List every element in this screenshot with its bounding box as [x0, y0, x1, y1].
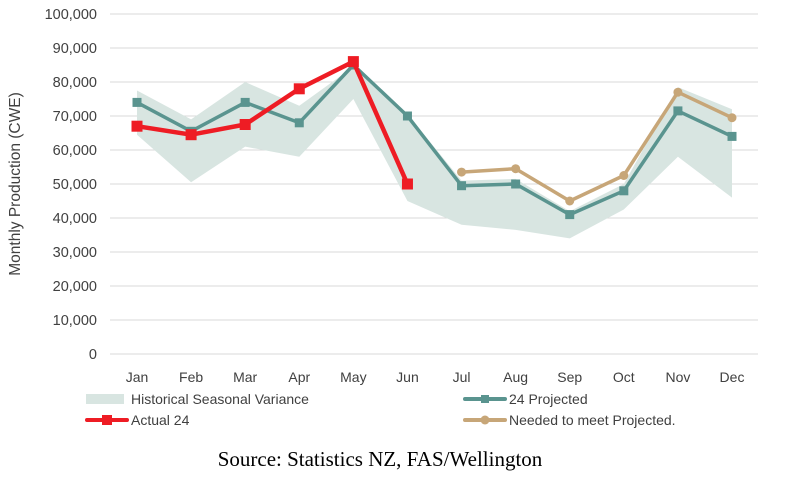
month-label: Oct — [613, 369, 635, 385]
month-label: Feb — [179, 369, 203, 385]
data-point-marker — [565, 196, 575, 206]
data-point-marker — [619, 171, 629, 180]
needed-line-swatch-icon — [463, 415, 507, 425]
y-tick-label: 50,000 — [53, 177, 97, 193]
month-label: Sep — [557, 369, 582, 385]
data-point-marker — [402, 111, 412, 121]
y-tick-label: 70,000 — [53, 109, 97, 125]
data-point-marker — [565, 210, 575, 220]
legend-item-historical-variance: Historical Seasonal Variance — [86, 391, 309, 407]
legend-item-actual-24: Actual 24 — [85, 412, 189, 428]
square-marker-icon — [102, 415, 112, 425]
square-marker-icon — [481, 395, 489, 403]
data-point-marker — [293, 83, 305, 95]
y-tick-label: 30,000 — [53, 245, 97, 261]
actual-24-line — [131, 56, 413, 190]
month-label: Apr — [288, 369, 310, 385]
needed-line — [457, 87, 737, 206]
data-point-marker — [239, 119, 251, 130]
y-axis-tick-labels: 0 10,000 20,000 30,000 40,000 50,000 60,000 70,… — [45, 7, 97, 363]
data-point-marker — [132, 97, 142, 107]
data-point-marker — [673, 106, 683, 116]
month-label: Mar — [233, 369, 257, 385]
y-tick-label: 90,000 — [53, 41, 97, 57]
data-point-marker — [511, 164, 521, 174]
data-point-marker — [457, 167, 467, 177]
y-tick-label: 20,000 — [53, 279, 97, 295]
data-point-marker — [673, 87, 683, 97]
month-label: May — [340, 369, 366, 385]
data-point-marker — [457, 181, 467, 191]
legend-label-24-projected: 24 Projected — [509, 391, 588, 407]
legend-item-needed-to-meet: Needed to meet Projected. — [463, 412, 676, 428]
legend-item-24-projected: 24 Projected — [463, 391, 588, 407]
month-label: Jun — [396, 369, 419, 385]
band-swatch-icon — [86, 394, 124, 404]
data-point-marker — [347, 56, 359, 68]
y-tick-label: 80,000 — [53, 75, 97, 91]
projected-line-swatch-icon — [463, 395, 507, 403]
month-label: Jul — [453, 369, 471, 385]
legend-label-actual-24: Actual 24 — [131, 412, 190, 428]
month-label: Dec — [720, 369, 745, 385]
y-tick-label: 60,000 — [53, 143, 97, 159]
data-point-marker — [511, 179, 521, 189]
production-chart: 0 10,000 20,000 30,000 40,000 50,000 60,000 70,… — [7, 7, 758, 385]
data-point-marker — [131, 120, 143, 132]
data-point-marker — [401, 178, 413, 190]
data-point-marker — [185, 129, 197, 141]
legend-label-historical-variance: Historical Seasonal Variance — [131, 391, 309, 407]
y-tick-label: 10,000 — [53, 313, 97, 329]
data-point-marker — [727, 113, 737, 123]
data-point-marker — [294, 118, 304, 128]
x-axis-month-labels: Jan Feb Mar Apr May Jun Jul Aug Sep Oct Nov Dec — [126, 369, 745, 385]
y-tick-label: 40,000 — [53, 211, 97, 227]
legend-label-needed-to-meet: Needed to meet Projected. — [509, 412, 676, 428]
y-tick-label: 0 — [89, 347, 97, 363]
source-citation: Source: Statistics NZ, FAS/Wellington — [217, 447, 543, 471]
data-point-marker — [240, 97, 250, 107]
data-point-marker — [727, 131, 737, 141]
month-label: Aug — [503, 369, 528, 385]
data-point-marker — [619, 186, 629, 196]
month-label: Nov — [665, 369, 690, 385]
circle-marker-icon — [480, 415, 490, 425]
actual-line-swatch-icon — [85, 415, 129, 425]
y-axis-title: Monthly Production (CWE) — [7, 92, 24, 275]
y-tick-label: 100,000 — [45, 7, 97, 23]
month-label: Jan — [126, 369, 149, 385]
